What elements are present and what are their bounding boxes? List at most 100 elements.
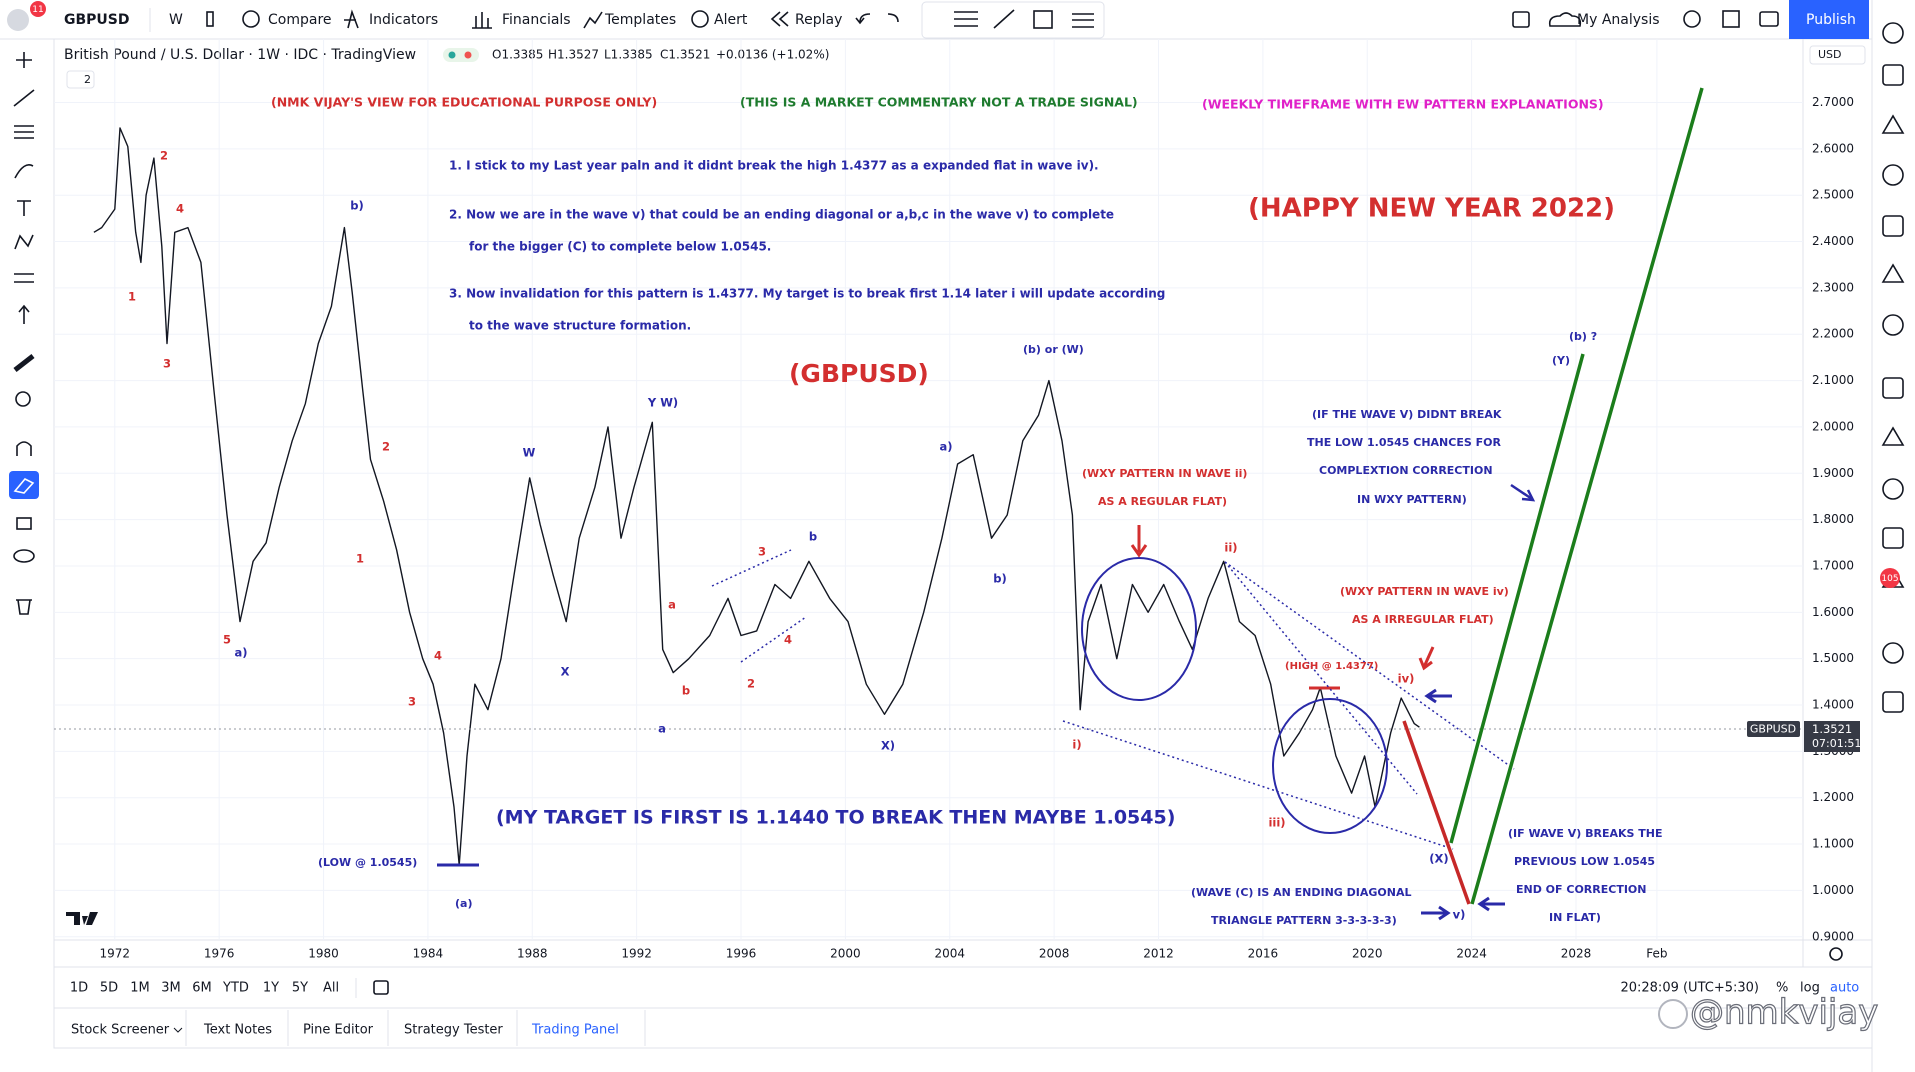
status-dot xyxy=(464,51,472,59)
drawing-tool[interactable] xyxy=(954,11,978,27)
tool-button[interactable] xyxy=(16,517,32,530)
last-price: 1.3521 xyxy=(1812,722,1852,736)
annotation: (WEEKLY TIMEFRAME WITH EW PATTERN EXPLAN… xyxy=(1202,97,1604,112)
tool-button[interactable] xyxy=(13,549,35,563)
range-button[interactable]: 6M xyxy=(192,981,212,996)
wave-iv-circle xyxy=(1272,698,1388,834)
wave-label: 3 xyxy=(163,357,171,371)
range-button[interactable]: 5D xyxy=(100,981,118,996)
layout-icon[interactable] xyxy=(1512,11,1530,28)
sidebar-button[interactable] xyxy=(1882,642,1904,664)
annotation: (b) or (W) xyxy=(1023,343,1084,356)
sidebar-button[interactable] xyxy=(1882,22,1904,44)
y-tick-label: 1.0000 xyxy=(1812,883,1854,897)
publish-button-bg[interactable] xyxy=(1789,0,1869,39)
sidebar-button[interactable] xyxy=(1882,215,1904,237)
currency-selector[interactable] xyxy=(1809,45,1866,65)
tool-button[interactable] xyxy=(15,391,31,407)
redo-button[interactable] xyxy=(887,13,899,23)
indicators-toggle[interactable] xyxy=(66,70,95,89)
sidebar-button[interactable] xyxy=(1882,377,1904,399)
financials-button[interactable]: Financials xyxy=(502,12,571,28)
market-status xyxy=(443,48,479,62)
trend-line xyxy=(1224,561,1418,795)
layout-name[interactable]: My Analysis xyxy=(1577,12,1660,28)
templates-button[interactable]: Templates xyxy=(604,12,676,28)
range-button[interactable]: 3M xyxy=(161,981,181,996)
panel-tab[interactable]: Stock Screener xyxy=(71,1023,170,1038)
range-button[interactable]: YTD xyxy=(222,981,249,996)
range-button[interactable]: All xyxy=(323,981,339,996)
auto-toggle[interactable]: auto xyxy=(1830,981,1859,996)
goto-date[interactable] xyxy=(373,980,389,995)
interval-button[interactable]: W xyxy=(169,12,183,28)
drawing-tool[interactable] xyxy=(1072,13,1094,28)
wave-label: X) xyxy=(881,739,895,753)
tool-button[interactable] xyxy=(13,89,35,107)
tool-button[interactable] xyxy=(13,478,35,494)
drawing-toolbar xyxy=(921,1,1105,39)
sidebar-button[interactable] xyxy=(1881,263,1905,283)
chart-style-icon[interactable] xyxy=(206,11,214,27)
drawing-tool[interactable] xyxy=(993,9,1015,29)
range-button[interactable]: 1D xyxy=(70,981,88,996)
indicators-button[interactable]: Indicators xyxy=(369,12,438,28)
sidebar-button[interactable] xyxy=(1882,164,1904,186)
drawing-tool[interactable] xyxy=(1033,10,1053,29)
tool-button[interactable] xyxy=(16,441,32,456)
axis-settings[interactable] xyxy=(1829,947,1843,961)
alert-button[interactable]: Alert xyxy=(714,12,748,28)
tool-button[interactable] xyxy=(14,125,34,139)
panel-tab[interactable]: Trading Panel xyxy=(531,1023,619,1038)
x-tick-label: 2024 xyxy=(1456,947,1487,961)
tool-button[interactable] xyxy=(14,273,34,283)
y-tick-label: 2.0000 xyxy=(1812,419,1854,433)
percent-toggle[interactable]: % xyxy=(1776,981,1788,996)
sidebar-button[interactable] xyxy=(1882,314,1904,336)
undo-button[interactable] xyxy=(855,13,871,25)
wave-label: b) xyxy=(350,199,364,213)
projection-down xyxy=(1402,720,1471,905)
range-button[interactable]: 1M xyxy=(130,981,150,996)
fullscreen-button[interactable] xyxy=(1722,10,1740,28)
arrow xyxy=(1421,905,1451,921)
sidebar-button[interactable] xyxy=(1881,114,1905,134)
panel-tab[interactable]: Pine Editor xyxy=(303,1023,374,1038)
sidebar-button[interactable] xyxy=(1882,64,1904,86)
wave-label: 2 xyxy=(382,440,390,454)
snapshot-button[interactable] xyxy=(1759,11,1779,27)
wave-label: a xyxy=(668,598,676,612)
ohlc-value: C1.3521 xyxy=(660,48,710,62)
panel-tab[interactable]: Text Notes xyxy=(203,1023,272,1038)
tool-button[interactable] xyxy=(18,304,30,324)
x-tick-label: 1976 xyxy=(204,947,235,961)
tool-button[interactable] xyxy=(13,354,35,372)
trend-line xyxy=(1224,561,1515,770)
panel-tab[interactable]: Strategy Tester xyxy=(404,1023,503,1038)
compare-button[interactable]: Compare xyxy=(268,12,332,28)
range-button[interactable]: 1Y xyxy=(263,981,279,996)
tool-button[interactable] xyxy=(16,599,32,615)
tool-button[interactable] xyxy=(14,164,34,179)
tool-button[interactable] xyxy=(17,200,31,216)
tool-button[interactable] xyxy=(16,52,32,68)
y-tick-label: 1.1000 xyxy=(1812,837,1854,851)
wave-label: a xyxy=(658,722,666,736)
settings-button[interactable] xyxy=(1683,10,1701,28)
sidebar-button[interactable] xyxy=(1882,478,1904,500)
sidebar-button[interactable] xyxy=(1882,527,1904,549)
publish-button[interactable]: Publish xyxy=(1806,12,1856,28)
log-toggle[interactable]: log xyxy=(1800,981,1820,996)
avatar[interactable] xyxy=(7,9,29,31)
replay-button[interactable]: Replay xyxy=(795,12,842,28)
sidebar-button[interactable] xyxy=(1881,426,1905,446)
y-tick-label: 1.6000 xyxy=(1812,605,1854,619)
currency[interactable]: USD xyxy=(1818,48,1842,61)
tool-button[interactable] xyxy=(14,234,34,250)
annotation: (WAVE (C) IS AN ENDING DIAGONAL xyxy=(1191,886,1412,899)
range-button[interactable]: 5Y xyxy=(292,981,308,996)
symbol-search[interactable]: GBPUSD xyxy=(64,12,130,28)
sidebar-button[interactable] xyxy=(1882,691,1904,713)
wave-label: Y W) xyxy=(647,396,678,410)
